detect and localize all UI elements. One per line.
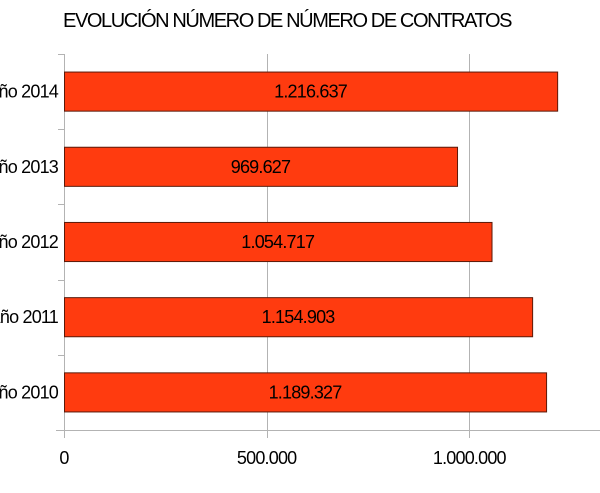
labels: 1.216.637 Año 2014 969.627 Año 2013 1.054.71… (0, 82, 507, 468)
bar-value-label: 1.054.717 (241, 232, 315, 252)
bar-value-label: 1.216.637 (274, 82, 348, 102)
x-tick-label: 0 (59, 448, 69, 468)
bar (64, 372, 548, 413)
bar (64, 71, 559, 112)
bar-value-label: 1.154.903 (262, 307, 336, 327)
bar (64, 146, 459, 187)
category-label: Año 2011 (0, 307, 59, 327)
category-label: Año 2012 (0, 232, 59, 252)
category-label: Año 2014 (0, 82, 59, 102)
bar-value-label: 969.627 (231, 157, 291, 177)
bar (64, 297, 534, 338)
x-tick-label: 1.000.000 (433, 448, 507, 468)
bars (64, 71, 559, 413)
category-label: Año 2010 (0, 382, 59, 402)
category-label: Año 2013 (0, 157, 59, 177)
bar-value-label: 1.189.327 (269, 382, 343, 402)
bar (64, 221, 493, 263)
x-tick-label: 500.000 (237, 448, 297, 468)
chart-title: EVOLUCIÓN NÚMERO DE NÚMERO DE CONTRATOS (63, 10, 512, 32)
